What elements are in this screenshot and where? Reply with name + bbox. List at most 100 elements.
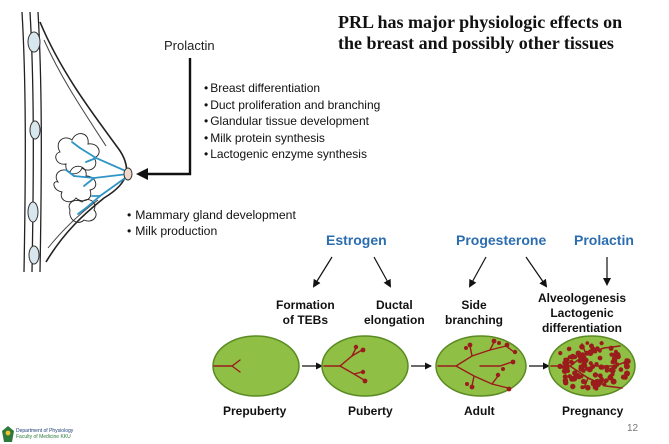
arrow-progesterone-alveolo — [525, 256, 548, 288]
alveolus — [592, 372, 599, 378]
alveolus — [570, 360, 575, 366]
alveoli-pregnancy — [557, 341, 631, 391]
alveolus — [597, 355, 603, 361]
alveolus — [618, 367, 624, 372]
alveolus — [595, 382, 601, 388]
prolactin-arrow-head — [136, 168, 148, 180]
alveolus — [585, 341, 590, 345]
alveolus — [575, 350, 581, 356]
hormone-progesterone: Progesterone — [456, 232, 547, 248]
alveolus — [567, 374, 572, 379]
alveolus — [594, 362, 599, 367]
alveolus — [561, 368, 568, 374]
effect-ductal-elongation: Ductal elongation — [364, 298, 425, 327]
rib-ovals — [27, 31, 41, 265]
breast-functions-list: Mammary gland development Milk productio… — [127, 207, 296, 239]
title-line-2: the breast and possibly other tissues — [338, 33, 614, 53]
alveolus — [584, 350, 590, 356]
footer-text: Department of Physiology Faculty of Medi… — [16, 428, 73, 440]
hormone-estrogen: Estrogen — [326, 232, 387, 248]
slide-title: PRL has major physiologic effects on the… — [338, 12, 663, 54]
milk-ducts — [65, 141, 129, 215]
footer-faculty: Faculty of Medicine KKU — [16, 434, 71, 440]
alveolus — [611, 355, 618, 362]
side-branches-adult — [464, 338, 518, 392]
alveolus — [582, 359, 588, 365]
function-item: Mammary gland development — [127, 207, 296, 223]
title-line-1: PRL has major physiologic effects on — [338, 12, 623, 32]
footer-department: Department of Physiology — [16, 428, 74, 434]
alveolus — [604, 368, 610, 373]
alveolus — [611, 368, 616, 373]
alveolus — [599, 376, 604, 382]
effect-item: Breast differentiation — [204, 80, 380, 97]
stage-label-adult: Adult — [464, 404, 495, 418]
alveolus — [623, 363, 630, 370]
effect-item: Duct proliferation and branching — [204, 97, 380, 114]
alveolus — [622, 374, 628, 380]
alveolus — [598, 348, 602, 353]
alveolus — [577, 358, 583, 364]
inner-contour — [43, 39, 107, 147]
stage-label-prepuberty: Prepuberty — [223, 404, 287, 418]
effect-item: Milk protein synthesis — [204, 130, 380, 147]
gland-prepuberty — [212, 335, 300, 397]
alveolus — [608, 345, 614, 351]
stage-label-pregnancy: Pregnancy — [562, 404, 624, 418]
alveolus — [558, 351, 563, 356]
alveolus — [609, 352, 614, 357]
faculty-logo-icon — [2, 426, 14, 442]
stage-label-puberty: Puberty — [348, 404, 393, 418]
prolactin-arrow — [146, 58, 192, 176]
alveolus — [572, 354, 578, 360]
effect-item: Glandular tissue development — [204, 113, 380, 130]
hormone-prolactin: Prolactin — [574, 232, 634, 248]
alveolus — [610, 378, 617, 385]
alveolus — [612, 364, 618, 370]
alveolus — [599, 341, 604, 346]
alveolus — [584, 366, 589, 371]
gland-puberty — [321, 335, 409, 397]
arrow-estrogen-ductal — [373, 256, 391, 288]
prolactin-label: Prolactin — [164, 38, 215, 53]
alveolus — [578, 364, 583, 369]
alveolus — [562, 360, 568, 366]
alveolus — [579, 344, 585, 350]
ducts-puberty — [323, 347, 365, 381]
alveolus — [604, 378, 609, 383]
alveolus — [563, 380, 569, 386]
ducts-prepuberty — [213, 359, 241, 373]
alveolus — [624, 358, 629, 363]
alveolus — [585, 384, 591, 391]
alveolus — [564, 365, 569, 370]
effect-formation-tebs: Formation of TEBs — [276, 298, 335, 327]
effect-item: Lactogenic enzyme synthesis — [204, 146, 380, 163]
arrow-estrogen-formation — [312, 256, 333, 288]
alveolus — [557, 363, 563, 369]
tebs-puberty — [353, 344, 368, 384]
alveolus — [588, 361, 593, 366]
arrow-progesterone-side — [469, 256, 487, 288]
alveolus — [590, 381, 596, 387]
page-number: 12 — [627, 423, 639, 434]
alveolus — [574, 373, 581, 379]
effect-alveologenesis: Alveologenesis Lactogenic differentiatio… — [538, 291, 627, 335]
alveolus — [612, 352, 617, 357]
alveolus — [602, 382, 607, 387]
alveolus — [609, 373, 614, 378]
alveolus — [570, 383, 576, 390]
alveolus — [563, 357, 568, 362]
ducts-adult — [437, 341, 515, 389]
effect-side-branching: Side branching — [445, 298, 504, 327]
alveolus — [580, 378, 587, 385]
alveolus — [566, 346, 572, 352]
nipple — [123, 167, 133, 181]
prolactin-effects-list: Breast differentiation Duct proliferatio… — [204, 80, 380, 163]
inner-contour-lower — [47, 199, 99, 249]
alveolus — [580, 385, 585, 390]
function-item: Milk production — [127, 223, 296, 239]
alveolus — [598, 364, 604, 370]
